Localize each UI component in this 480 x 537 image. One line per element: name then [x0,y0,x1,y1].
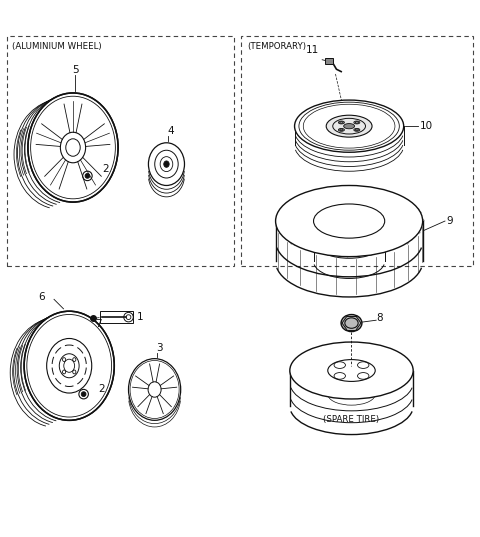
Ellipse shape [148,143,184,185]
Ellipse shape [81,392,86,396]
Ellipse shape [28,93,118,202]
Text: 7: 7 [96,319,102,329]
Text: 9: 9 [446,216,453,226]
Text: 8: 8 [377,313,383,323]
Ellipse shape [354,128,360,131]
Ellipse shape [338,128,345,131]
Text: 10: 10 [420,121,432,131]
Text: 3: 3 [156,343,163,353]
Ellipse shape [341,315,362,332]
Ellipse shape [354,121,360,124]
Ellipse shape [326,115,372,137]
FancyBboxPatch shape [324,59,333,64]
Text: (SPARE TIRE): (SPARE TIRE) [324,415,380,424]
Ellipse shape [276,185,423,257]
Bar [100,311,133,323]
Text: 2: 2 [98,384,105,394]
Text: 11: 11 [306,45,319,55]
Text: 1: 1 [137,312,144,322]
Ellipse shape [164,161,169,168]
Bar [241,36,473,266]
Text: 2: 2 [102,164,109,174]
Ellipse shape [85,173,90,178]
Ellipse shape [24,311,114,420]
Bar [7,36,234,266]
Ellipse shape [129,359,180,420]
Ellipse shape [313,204,384,238]
Text: 5: 5 [72,65,79,75]
Text: (TEMPORARY): (TEMPORARY) [247,42,306,51]
Ellipse shape [344,124,355,129]
Ellipse shape [295,100,404,153]
Text: (ALUMINIUM WHEEL): (ALUMINIUM WHEEL) [12,42,102,51]
Text: 4: 4 [167,126,174,136]
Ellipse shape [338,121,345,124]
Text: 6: 6 [38,292,45,302]
Ellipse shape [290,342,413,399]
Ellipse shape [328,360,375,381]
